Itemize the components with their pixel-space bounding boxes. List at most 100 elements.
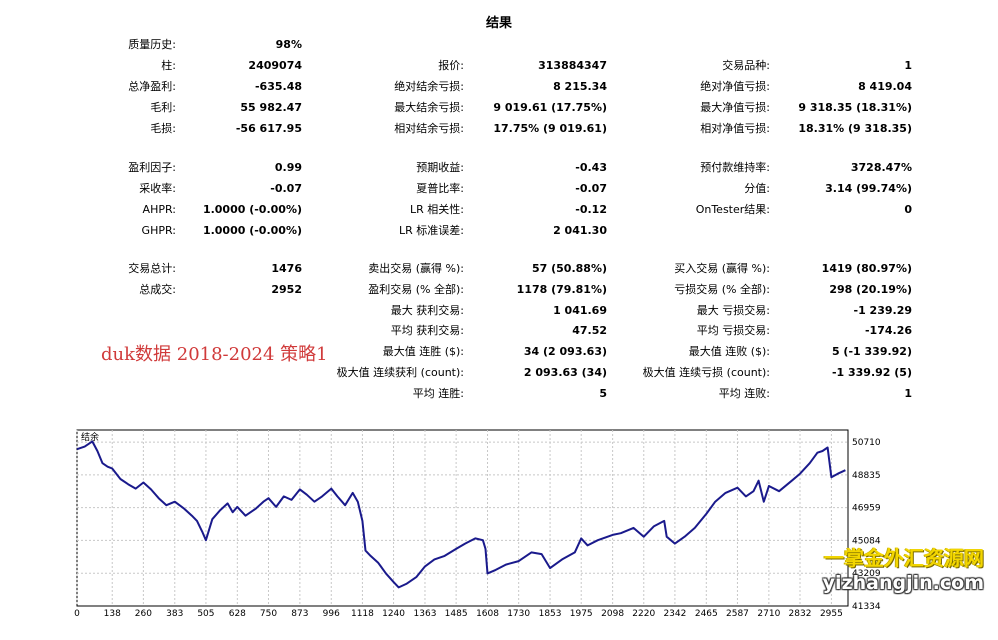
page-title: 结果 [485, 16, 512, 31]
stat-value: 9 318.35 (18.31%) [798, 101, 912, 114]
stat-value: 1 041.69 [553, 304, 607, 317]
stat-value: 1 [904, 59, 912, 72]
stat-label: 平均 连胜: [412, 387, 464, 400]
x-tick-label: 628 [229, 609, 246, 619]
stat-label: 预付款维持率: [700, 161, 770, 174]
stat-label: 总净盈利: [128, 80, 176, 93]
stat-value: -0.07 [270, 182, 302, 195]
x-tick-label: 2832 [789, 609, 812, 619]
stat-value: 8 215.34 [553, 80, 607, 93]
x-tick-label: 2955 [820, 609, 843, 619]
stat-value: 2 041.30 [553, 224, 607, 237]
x-tick-label: 2465 [695, 609, 718, 619]
stat-label: 绝对结余亏损: [394, 80, 464, 93]
y-tick-label: 43209 [852, 569, 881, 579]
x-tick-label: 0 [74, 609, 80, 619]
plot-frame [76, 429, 849, 607]
y-tick-label: 48835 [852, 471, 881, 481]
stat-value: 17.75% (9 019.61) [493, 122, 607, 135]
stat-value: 3728.47% [850, 161, 912, 174]
stat-value: -0.43 [575, 161, 607, 174]
stat-value: 8 419.04 [858, 80, 912, 93]
x-tick-label: 1975 [570, 609, 593, 619]
stat-value: 2409074 [248, 59, 302, 72]
x-tick-label: 1730 [507, 609, 530, 619]
stat-label: 毛损: [150, 122, 176, 135]
stat-label: AHPR: [142, 203, 176, 216]
x-tick-label: 1485 [445, 609, 468, 619]
y-tick-label: 41334 [852, 602, 881, 612]
x-tick-label: 383 [166, 609, 183, 619]
stat-value: 2952 [271, 283, 302, 296]
stat-value: 3.14 (99.74%) [825, 182, 912, 195]
stat-label: 极大值 连续获利 (count): [336, 366, 464, 379]
y-tick-label: 45084 [852, 536, 881, 546]
stat-value: 1.0000 (-0.00%) [202, 203, 302, 216]
x-tick-label: 2710 [757, 609, 780, 619]
stat-label: 分值: [744, 182, 770, 195]
stat-label: 最大净值亏损: [700, 101, 770, 114]
stat-label: 预期收益: [416, 161, 464, 174]
stat-value: 298 (20.19%) [829, 283, 912, 296]
stat-value: -1 239.29 [853, 304, 913, 317]
stat-label: 最大值 连胜 ($): [382, 345, 464, 358]
stat-value: 1 [904, 387, 912, 400]
stat-label: 最大 亏损交易: [696, 304, 770, 317]
stat-value: 313884347 [538, 59, 607, 72]
stat-label: LR 标准误差: [399, 224, 464, 237]
stat-label: 平均 获利交易: [390, 324, 464, 337]
x-tick-label: 2342 [663, 609, 686, 619]
site-watermark-cn: 一掌金外汇资源网 [824, 546, 984, 570]
x-tick-label: 2587 [726, 609, 749, 619]
stat-value: -1 339.92 (5) [831, 366, 912, 379]
stat-label: 相对结余亏损: [394, 122, 464, 135]
stat-label: LR 相关性: [410, 203, 464, 216]
stat-label: 盈利因子: [128, 161, 176, 174]
x-tick-label: 138 [104, 609, 121, 619]
stat-value: 1419 (80.97%) [821, 262, 912, 275]
stat-label: 质量历史: [128, 38, 176, 51]
stat-label: 柱: [161, 59, 176, 72]
stat-value: 5 (-1 339.92) [831, 345, 912, 358]
annotation-text: duk数据 2018-2024 策略1 [101, 344, 328, 365]
stat-value: 9 019.61 (17.75%) [493, 101, 607, 114]
stat-value: -174.26 [864, 324, 912, 337]
stat-label: 报价: [438, 59, 464, 72]
stat-label: 最大值 连败 ($): [688, 345, 770, 358]
stat-label: 相对净值亏损: [700, 122, 770, 135]
stat-value: -0.07 [575, 182, 607, 195]
stat-label: 毛利: [150, 101, 176, 114]
stat-value: 2 093.63 (34) [523, 366, 607, 379]
balance-series-line [76, 440, 846, 589]
stat-value: 98% [275, 38, 302, 51]
y-tick-label: 50710 [852, 438, 881, 448]
stat-value: 0 [904, 203, 912, 216]
stat-label: 绝对净值亏损: [700, 80, 770, 93]
x-tick-label: 750 [260, 609, 277, 619]
balance-chart: 0 138 260 383 505 628 750 873 996 1118 1240 1363 148… [74, 429, 881, 619]
x-tick-label: 505 [197, 609, 214, 619]
stat-value: 34 (2 093.63) [523, 345, 607, 358]
x-tick-label: 1240 [382, 609, 405, 619]
stat-label: 夏普比率: [416, 182, 464, 195]
stat-label: 交易品种: [722, 59, 770, 72]
stat-label: 盈利交易 (% 全部): [368, 283, 464, 296]
x-tick-label: 873 [291, 609, 308, 619]
chart-legend-label: 结余 [81, 431, 99, 443]
stat-label: 最大 获利交易: [390, 304, 464, 317]
stat-value: -0.12 [575, 203, 607, 216]
stat-label: OnTester结果: [695, 203, 770, 216]
stat-value: 1476 [271, 262, 302, 275]
x-tick-label: 260 [135, 609, 152, 619]
stat-label: 亏损交易 (% 全部): [674, 283, 770, 296]
stat-value: 55 982.47 [240, 101, 302, 114]
stat-value: 47.52 [572, 324, 607, 337]
x-tick-label: 2098 [601, 609, 624, 619]
stat-label: 平均 亏损交易: [696, 324, 770, 337]
site-watermark-url: yizhangjin.com [822, 572, 984, 594]
x-tick-label: 1363 [414, 609, 437, 619]
stat-label: 平均 连败: [718, 387, 770, 400]
stat-label: 极大值 连续亏损 (count): [642, 366, 770, 379]
x-tick-label: 1853 [539, 609, 562, 619]
stat-value: 1.0000 (-0.00%) [202, 224, 302, 237]
